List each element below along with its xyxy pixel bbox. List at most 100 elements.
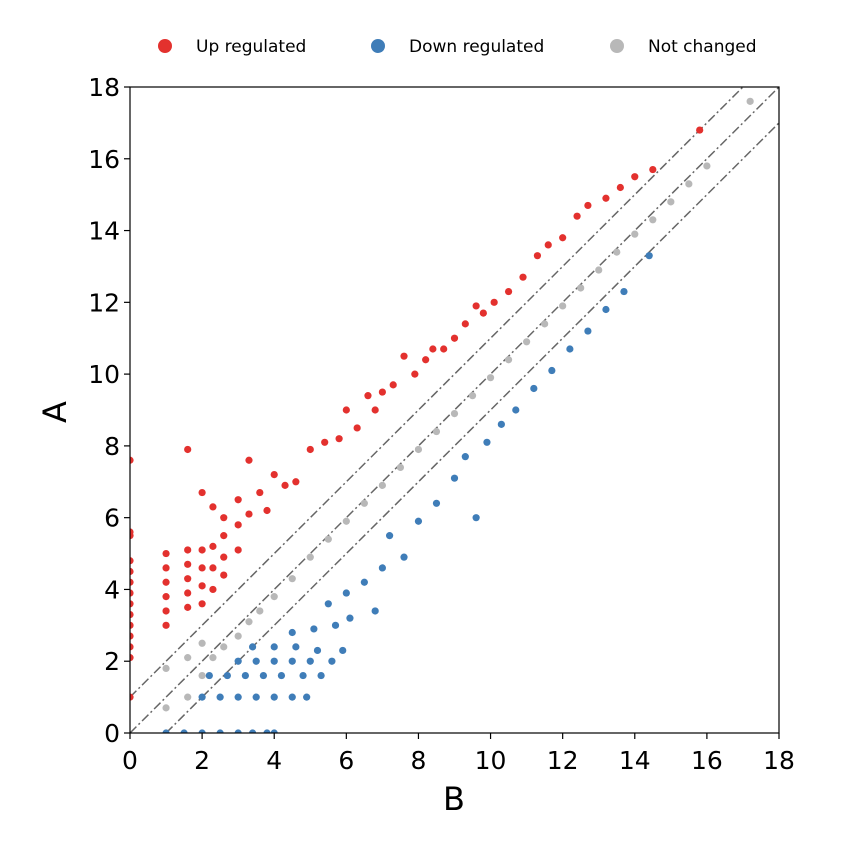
point-down-regulated-20: [299, 671, 307, 680]
point-not-changed-31: [631, 230, 639, 238]
point-not-changed-12: [288, 575, 296, 583]
point-not-changed-17: [378, 481, 386, 489]
point-up-regulated-44: [256, 488, 264, 497]
point-not-changed-15: [342, 517, 350, 525]
point-down-regulated-46: [450, 474, 459, 482]
point-up-regulated-22: [184, 560, 192, 568]
point-up-regulated-70: [533, 252, 542, 260]
point-not-changed-4: [198, 671, 206, 680]
point-up-regulated-55: [371, 406, 379, 414]
point-up-regulated-67: [490, 298, 498, 306]
point-up-regulated-66: [479, 309, 487, 317]
point-up-regulated-77: [631, 173, 639, 181]
point-up-regulated-30: [198, 600, 206, 608]
point-down-regulated-32: [339, 646, 347, 655]
point-down-regulated-38: [324, 600, 332, 608]
point-down-regulated-4: [234, 729, 242, 733]
point-down-regulated-6: [263, 729, 271, 733]
point-down-regulated-39: [342, 589, 350, 597]
reference-line-0: [130, 87, 745, 698]
point-up-regulated-31: [209, 503, 217, 511]
point-down-regulated-1: [180, 729, 188, 733]
point-up-regulated-0: [130, 456, 134, 464]
point-up-regulated-47: [281, 481, 289, 489]
point-down-regulated-45: [432, 499, 441, 507]
point-up-regulated-6: [130, 589, 134, 597]
point-up-regulated-20: [184, 445, 192, 454]
y-tick-label: 0: [104, 719, 120, 748]
point-not-changed-35: [703, 162, 711, 170]
point-down-regulated-28: [248, 643, 257, 651]
point-up-regulated-59: [411, 370, 419, 378]
point-down-regulated-19: [277, 671, 286, 680]
point-up-regulated-15: [162, 564, 170, 572]
point-up-regulated-25: [184, 603, 192, 611]
x-tick-label: 16: [691, 746, 723, 775]
point-up-regulated-57: [389, 381, 397, 389]
point-up-regulated-35: [220, 514, 228, 522]
point-down-regulated-7: [270, 729, 278, 733]
point-up-regulated-64: [461, 320, 469, 328]
point-down-regulated-37: [371, 607, 379, 615]
x-tick-label: 0: [122, 746, 138, 775]
point-down-regulated-43: [386, 532, 394, 540]
y-tick-label: 6: [104, 504, 120, 533]
point-down-regulated-21: [317, 671, 325, 680]
point-up-regulated-60: [422, 356, 430, 364]
x-axis: 0 2 4 6 8 10 12 14 16 18: [122, 733, 795, 775]
point-down-regulated-0: [162, 729, 170, 733]
point-up-regulated-23: [184, 575, 192, 583]
point-up-regulated-79: [696, 126, 704, 134]
y-tick-label: 8: [104, 432, 120, 461]
point-down-regulated-44: [414, 517, 423, 525]
point-up-regulated-33: [209, 564, 217, 572]
x-tick-label: 6: [338, 746, 354, 775]
point-not-changed-2: [184, 693, 192, 701]
legend-marker-2: [610, 39, 624, 53]
point-down-regulated-47: [461, 453, 469, 461]
legend-label-0: Up regulated: [196, 37, 306, 57]
point-down-regulated-23: [252, 657, 260, 665]
point-not-changed-18: [396, 463, 405, 472]
y-tick-label: 2: [104, 647, 120, 676]
point-not-changed-1: [162, 664, 170, 673]
legend-label-1: Down regulated: [409, 37, 544, 57]
point-up-regulated-16: [162, 578, 170, 586]
point-down-regulated-16: [223, 671, 231, 680]
point-up-regulated-3: [130, 557, 134, 565]
point-not-changed-25: [523, 338, 531, 346]
y-tick-label: 14: [88, 217, 120, 246]
point-up-regulated-61: [429, 345, 437, 353]
point-down-regulated-48: [472, 514, 480, 522]
point-not-changed-8: [234, 632, 242, 640]
point-down-regulated-40: [360, 578, 368, 586]
point-not-changed-19: [414, 445, 423, 454]
point-down-regulated-36: [346, 614, 354, 622]
data-points: [130, 97, 754, 733]
point-up-regulated-8: [130, 610, 134, 619]
point-up-regulated-36: [220, 532, 228, 540]
point-up-regulated-43: [245, 510, 253, 518]
point-up-regulated-5: [130, 578, 134, 586]
point-down-regulated-58: [645, 252, 653, 260]
point-down-regulated-5: [248, 729, 257, 733]
point-up-regulated-14: [162, 549, 170, 558]
point-down-regulated-51: [512, 406, 520, 414]
y-tick-label: 12: [88, 288, 120, 317]
point-down-regulated-10: [234, 693, 242, 701]
point-down-regulated-42: [400, 553, 408, 561]
point-down-regulated-26: [306, 657, 314, 665]
point-down-regulated-53: [548, 366, 556, 375]
point-up-regulated-73: [573, 212, 581, 220]
point-not-changed-20: [432, 427, 441, 436]
point-not-changed-32: [649, 216, 657, 224]
point-up-regulated-75: [602, 194, 610, 202]
point-down-regulated-18: [259, 671, 268, 680]
point-up-regulated-4: [130, 567, 134, 576]
x-tick-label: 4: [266, 746, 282, 775]
point-not-changed-3: [184, 654, 192, 662]
point-up-regulated-46: [270, 471, 278, 479]
y-tick-label: 16: [88, 145, 120, 174]
x-tick-label: 18: [763, 746, 795, 775]
point-down-regulated-9: [216, 693, 224, 701]
